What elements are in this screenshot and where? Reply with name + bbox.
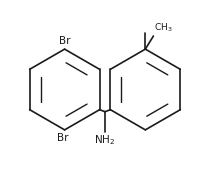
Text: CH$_3$: CH$_3$ (155, 22, 173, 34)
Text: NH$_2$: NH$_2$ (94, 134, 116, 147)
Text: Br: Br (59, 35, 70, 45)
Text: Br: Br (57, 134, 68, 144)
